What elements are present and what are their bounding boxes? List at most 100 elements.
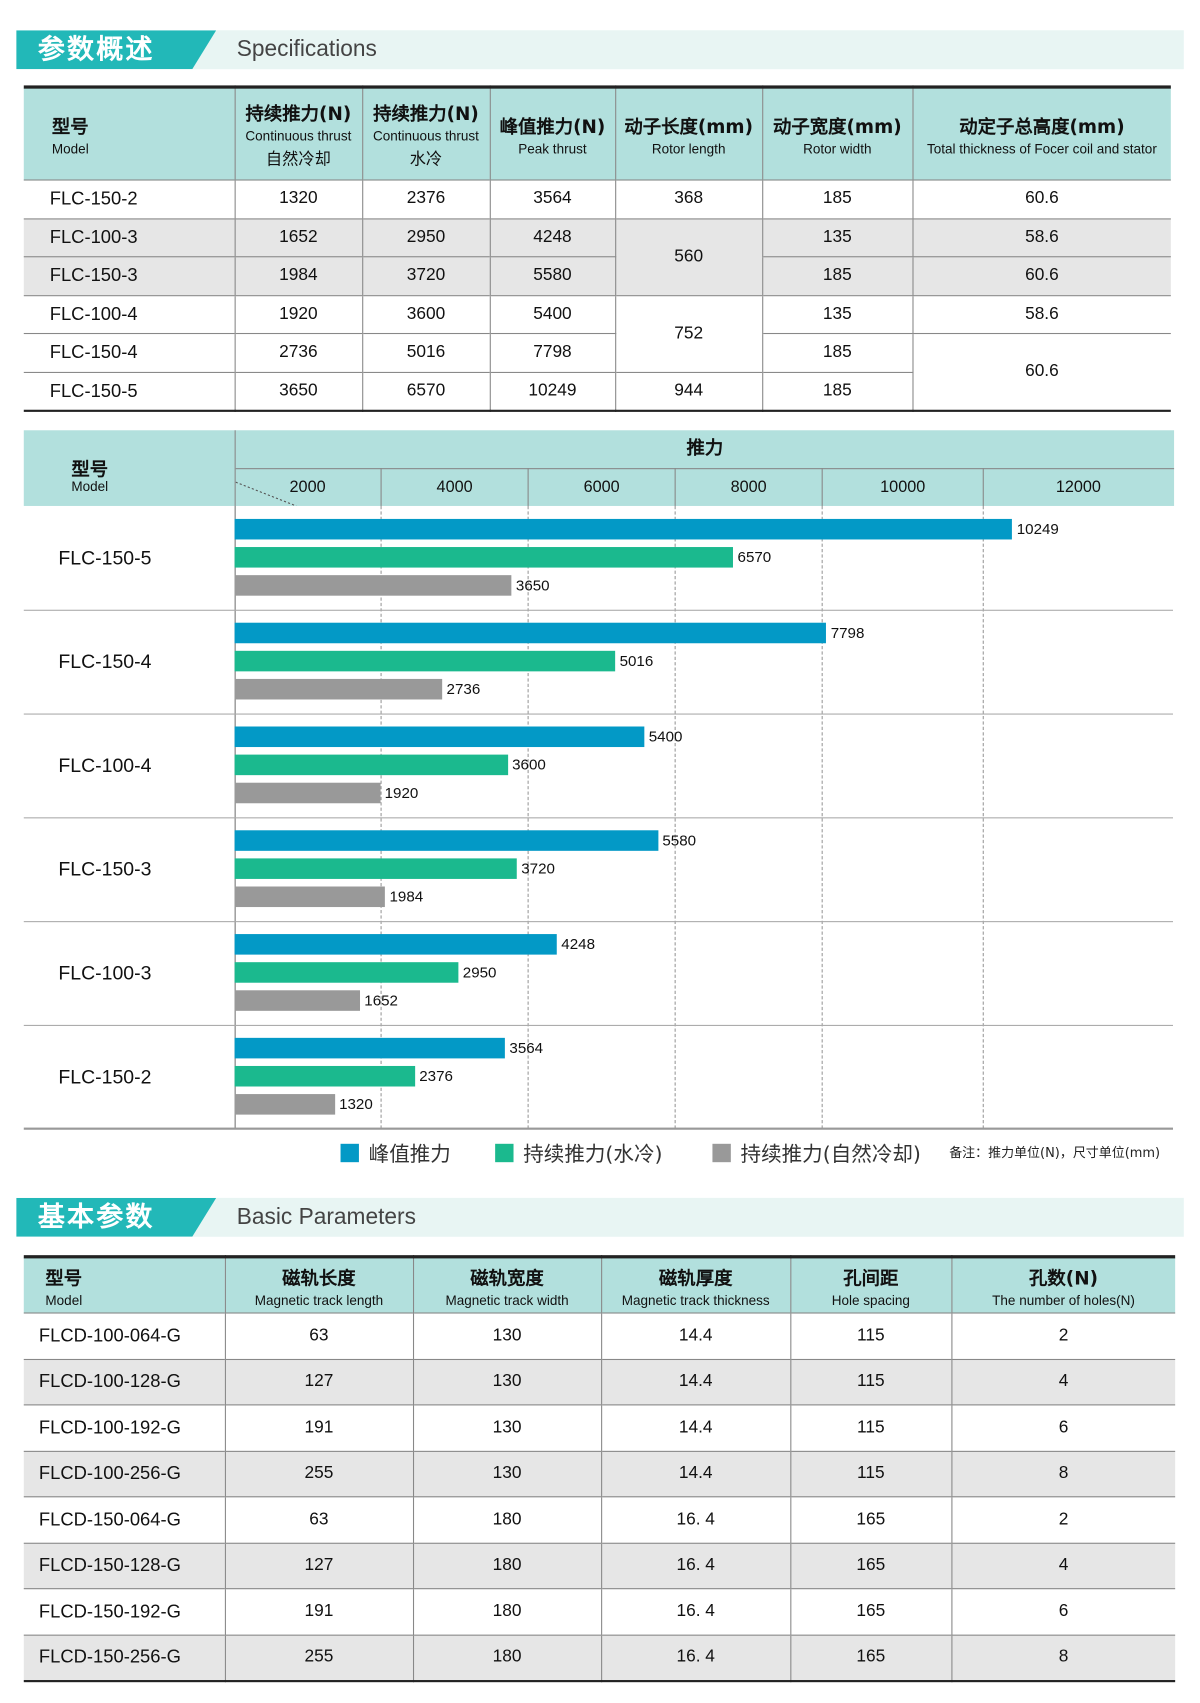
table-header-row: 型号 Model 磁轨长度 Magnetic track length 磁轨宽度 Magn… (23, 1256, 1176, 1313)
cell-peak: 5580 (489, 256, 616, 296)
section-title-cn: 参数概述 (16, 30, 217, 70)
header-rotor-length: 动子长度(mm) Rotor length (614, 87, 763, 181)
cell-cont-water: 2950 (361, 217, 490, 257)
table-cell: 8 (950, 1450, 1176, 1497)
cell-peak: 4248 (489, 217, 616, 257)
category-label: FLC-100-4 (58, 754, 152, 777)
cell-total-thickness: 60.6 (911, 179, 1171, 219)
cell-cont-water: 6570 (361, 371, 490, 411)
x-tick-label: 2000 (289, 477, 326, 497)
bar-natural (234, 678, 443, 700)
table-cell: 180 (412, 1634, 602, 1681)
table-cell: 180 (412, 1542, 602, 1589)
table-header-row: 型号 Model 持续推力(N) Continuous thrust 自然冷却 持续推… (23, 87, 1171, 181)
table-cell: FLCD-100-192-G (23, 1404, 225, 1451)
header-col-5: 孔数(N) The number of holes(N) (950, 1256, 1176, 1313)
table-cell: 130 (412, 1404, 602, 1451)
section-title-en: Basic Parameters (236, 1204, 416, 1230)
category-label: FLC-150-2 (58, 1065, 152, 1088)
table-cell: 115 (789, 1450, 952, 1497)
cell-cont-water: 2376 (361, 179, 490, 219)
cell-model: FLC-100-4 (23, 294, 235, 334)
bar-peak (234, 518, 1013, 540)
category-label: FLC-150-5 (58, 547, 152, 569)
section-title-cn: 基本参数 (16, 1197, 217, 1237)
bar-water (234, 650, 616, 672)
y-axis-line (234, 505, 236, 1129)
bar-value-label: 1920 (384, 783, 419, 802)
table-cell: 6 (950, 1404, 1176, 1451)
cell-peak: 10249 (489, 371, 616, 411)
legend-swatch-gray (712, 1143, 731, 1163)
group-divider (23, 1024, 1173, 1026)
table-cell: FLCD-150-192-G (23, 1588, 225, 1635)
cell-model: FLC-150-5 (23, 371, 235, 411)
cell-cont-natural: 2736 (234, 332, 363, 372)
category-label: FLC-100-3 (58, 962, 152, 984)
table-cell: 130 (412, 1450, 602, 1497)
bar-value-label: 5400 (648, 727, 683, 745)
cell-cont-water: 5016 (361, 332, 490, 372)
table-cell: 16. 4 (600, 1588, 791, 1635)
cell-rotor-width: 185 (761, 256, 913, 296)
group-divider (23, 609, 1173, 611)
table-cell: 4 (950, 1358, 1176, 1405)
table-cell: 130 (412, 1358, 602, 1405)
table-cell: 63 (224, 1496, 413, 1543)
bar-value-label: 3720 (521, 859, 555, 877)
cell-cont-natural: 1320 (234, 179, 363, 219)
gridline (674, 505, 676, 1129)
section-header-specifications: 参数概述 Specifications (16, 30, 1184, 70)
legend-swatch-green (495, 1143, 514, 1163)
table-cell: 16. 4 (600, 1542, 791, 1589)
category-label: FLC-150-3 (58, 858, 152, 881)
bar-natural (234, 886, 386, 908)
table-cell: FLCD-150-256-G (23, 1634, 225, 1681)
table-cell: 115 (789, 1404, 952, 1451)
bar-peak (234, 934, 557, 955)
category-label: FLC-150-4 (58, 650, 152, 673)
group-divider (23, 713, 1173, 715)
cell-cont-natural: 1652 (234, 217, 363, 257)
bar-value-label: 1652 (364, 991, 398, 1009)
bar-natural (234, 990, 360, 1011)
bar-peak (234, 622, 827, 644)
table-cell: 4 (950, 1542, 1176, 1589)
table-row: FLC-100-4 1920 3600 5400 752 135 58.6 (23, 294, 1171, 372)
table-cell: 127 (224, 1358, 413, 1405)
cell-rotor-width: 185 (761, 371, 913, 411)
table-row: FLCD-150-256-G 255 180 16. 4 165 8 (23, 1634, 1176, 1681)
bar-value-label: 3600 (512, 755, 546, 773)
header-col-0: 型号 Model (23, 1256, 225, 1313)
table-cell: 165 (789, 1588, 952, 1635)
header-continuous-natural: 持续推力(N) Continuous thrust 自然冷却 (234, 87, 363, 181)
header-rotor-width: 动子宽度(mm) Rotor width (761, 87, 913, 181)
chart-title: 推力 (235, 430, 1175, 470)
bar-value-label: 7798 (830, 623, 865, 642)
bar-value-label: 4248 (561, 935, 595, 953)
header-model: 型号 Model (23, 87, 235, 181)
section-header-basic-parameters: 基本参数 Basic Parameters (16, 1197, 1184, 1237)
bar-value-label: 2376 (419, 1067, 453, 1085)
legend-water: 持续推力(水冷) (495, 1138, 663, 1167)
table-cell: FLCD-100-064-G (23, 1312, 225, 1359)
table-cell: 2 (950, 1496, 1176, 1543)
bar-value-label: 10249 (1016, 520, 1059, 538)
group-divider (23, 817, 1173, 819)
bar-peak (234, 726, 645, 748)
table-cell: 2 (950, 1312, 1176, 1359)
section-title-en: Specifications (236, 36, 377, 62)
bar-value-label: 1984 (389, 887, 424, 905)
bar-water (234, 962, 459, 983)
table-cell: 191 (224, 1404, 413, 1451)
table-cell: 130 (412, 1312, 602, 1359)
gridline (982, 505, 984, 1129)
header-col-3: 磁轨厚度 Magnetic track thickness (600, 1256, 791, 1313)
header-col-2: 磁轨宽度 Magnetic track width (412, 1256, 602, 1313)
header-col-4: 孔间距 Hole spacing (789, 1256, 952, 1313)
table-cell: 127 (224, 1542, 413, 1589)
cell-total-thickness: 60.6 (911, 256, 1171, 296)
table-cell: 14.4 (600, 1312, 791, 1359)
legend-peak: 峰值推力 (340, 1138, 451, 1167)
units-note: 备注：推力单位(N)，尺寸单位(mm) (949, 1144, 1161, 1161)
